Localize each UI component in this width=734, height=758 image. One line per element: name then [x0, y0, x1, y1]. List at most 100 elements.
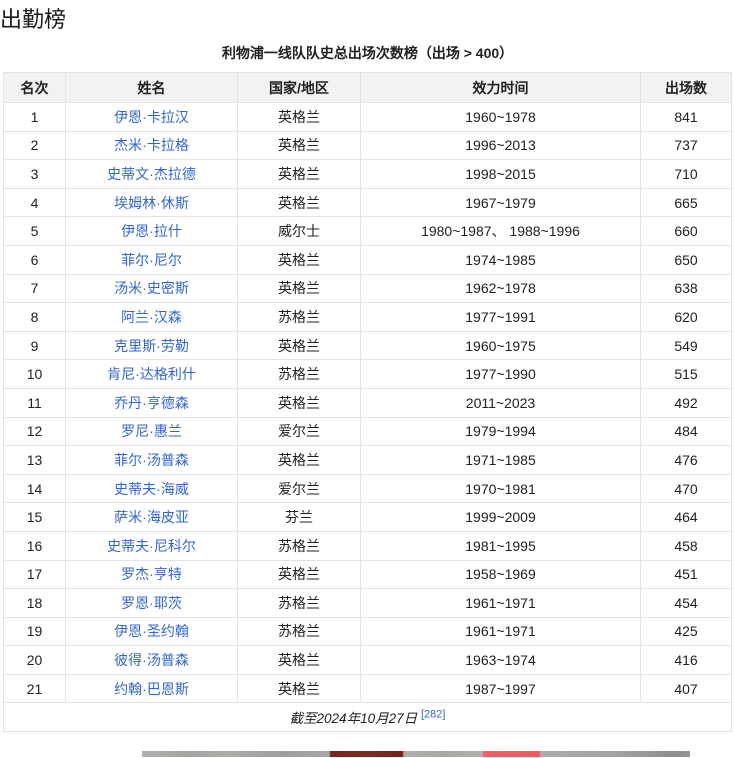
- country-cell: 爱尔兰: [237, 473, 361, 504]
- player-link[interactable]: 罗杰·亨特: [121, 566, 182, 583]
- citation-link[interactable]: [282]: [421, 708, 446, 721]
- player-link[interactable]: 菲尔·尼尔: [121, 251, 182, 268]
- rank-cell: 3: [3, 159, 66, 189]
- country-cell: 英格兰: [237, 273, 361, 304]
- rank-cell: 6: [3, 244, 66, 275]
- appearances-cell: 737: [640, 130, 732, 161]
- article-section: 出勤榜 利物浦一线队队史总出场次数榜（出场 > 400） 名次 姓名 国家/地区 效力…: [0, 6, 734, 758]
- player-link[interactable]: 埃姆林·休斯: [114, 194, 189, 211]
- player-name-cell: 乔丹·亨德森: [65, 387, 238, 418]
- period-cell: 1967~1979: [360, 187, 641, 218]
- player-link[interactable]: 克里斯·劳勒: [114, 337, 189, 354]
- period-cell: 1974~1985: [360, 244, 641, 275]
- rank-cell: 17: [3, 559, 66, 590]
- table-caption: 利物浦一线队队史总出场次数榜（出场 > 400）: [221, 45, 514, 61]
- player-link[interactable]: 乔丹·亨德森: [114, 394, 189, 411]
- period-cell: 1961~1971: [360, 588, 641, 618]
- player-name-cell: 萨米·海皮亚: [65, 502, 238, 532]
- period-cell: 1958~1969: [360, 559, 641, 590]
- table-footnote-row: 截至2024年10月27日 [282]: [3, 702, 732, 733]
- player-link[interactable]: 罗恩·耶茨: [121, 594, 182, 611]
- player-link[interactable]: 约翰·巴恩斯: [114, 680, 189, 697]
- rank-cell: 7: [3, 273, 66, 304]
- appearances-cell: 454: [640, 588, 732, 618]
- player-name-cell: 伊恩·卡拉汉: [65, 102, 238, 132]
- player-link[interactable]: 菲尔·汤普森: [114, 451, 189, 468]
- player-link[interactable]: 杰米·卡拉格: [114, 137, 189, 154]
- table-row: 18 罗恩·耶茨 苏格兰 1961~1971 454: [3, 588, 732, 618]
- rank-cell: 5: [3, 216, 66, 246]
- country-cell: 爱尔兰: [237, 416, 361, 447]
- player-name-cell: 史蒂文·杰拉德: [65, 159, 238, 189]
- player-link[interactable]: 罗尼·惠兰: [121, 423, 182, 440]
- table-row: 21 约翰·巴恩斯 英格兰 1987~1997 407: [3, 673, 732, 704]
- appearances-cell: 515: [640, 359, 732, 389]
- country-cell: 苏格兰: [237, 588, 361, 618]
- country-cell: 英格兰: [237, 559, 361, 590]
- appearances-cell: 407: [640, 673, 732, 704]
- table-row: 17 罗杰·亨特 英格兰 1958~1969 451: [3, 559, 732, 590]
- appearances-cell: 470: [640, 473, 732, 504]
- player-link[interactable]: 伊恩·卡拉汉: [114, 108, 189, 125]
- country-cell: 英格兰: [237, 102, 361, 132]
- appearances-cell: 650: [640, 244, 732, 275]
- country-cell: 英格兰: [237, 645, 361, 675]
- period-cell: 2011~2023: [360, 387, 641, 418]
- appearances-cell: 464: [640, 502, 732, 532]
- appearances-cell: 841: [640, 102, 732, 132]
- player-name-cell: 杰米·卡拉格: [65, 130, 238, 161]
- section-heading: 出勤榜: [0, 7, 67, 32]
- appearances-cell: 458: [640, 530, 732, 561]
- country-cell: 英格兰: [237, 159, 361, 189]
- period-cell: 1980~1987、 1988~1996: [360, 216, 641, 246]
- player-link[interactable]: 萨米·海皮亚: [114, 509, 189, 526]
- country-cell: 英格兰: [237, 387, 361, 418]
- period-cell: 1979~1994: [360, 416, 641, 447]
- player-name-cell: 彼得·汤普森: [65, 645, 238, 675]
- table-row: 19 伊恩·圣约翰 苏格兰 1961~1971 425: [3, 616, 732, 647]
- table-row: 5 伊恩·拉什 威尔士 1980~1987、 1988~1996 660: [3, 216, 732, 246]
- player-link[interactable]: 史蒂夫·尼科尔: [107, 537, 196, 554]
- rank-cell: 18: [3, 588, 66, 618]
- table-row: 15 萨米·海皮亚 芬兰 1999~2009 464: [3, 502, 732, 532]
- period-cell: 1977~1991: [360, 302, 641, 332]
- appearances-cell: 660: [640, 216, 732, 246]
- player-name-cell: 伊恩·圣约翰: [65, 616, 238, 647]
- player-name-cell: 克里斯·劳勒: [65, 330, 238, 361]
- table-footnote-cell: 截至2024年10月27日 [282]: [3, 702, 732, 733]
- table-row: 11 乔丹·亨德森 英格兰 2011~2023 492: [3, 387, 732, 418]
- player-link[interactable]: 伊恩·拉什: [121, 223, 182, 240]
- table-row: 12 罗尼·惠兰 爱尔兰 1979~1994 484: [3, 416, 732, 447]
- player-link[interactable]: 肯尼·达格利什: [107, 366, 196, 383]
- country-cell: 苏格兰: [237, 302, 361, 332]
- rank-cell: 20: [3, 645, 66, 675]
- table-row: 14 史蒂夫·海威 爱尔兰 1970~1981 470: [3, 473, 732, 504]
- period-cell: 1996~2013: [360, 130, 641, 161]
- player-name-cell: 约翰·巴恩斯: [65, 673, 238, 704]
- player-link[interactable]: 史蒂文·杰拉德: [107, 165, 196, 182]
- player-link[interactable]: 彼得·汤普森: [114, 652, 189, 669]
- appearances-cell: 484: [640, 416, 732, 447]
- player-link[interactable]: 伊恩·圣约翰: [114, 623, 189, 640]
- table-header-row: 名次 姓名 国家/地区 效力时间 出场数: [3, 72, 732, 103]
- table-row: 1 伊恩·卡拉汉 英格兰 1960~1978 841: [3, 102, 732, 132]
- player-link[interactable]: 阿兰·汉森: [121, 308, 182, 325]
- table-row: 8 阿兰·汉森 苏格兰 1977~1991 620: [3, 302, 732, 332]
- table-row: 2 杰米·卡拉格 英格兰 1996~2013 737: [3, 130, 732, 161]
- appearances-cell: 451: [640, 559, 732, 590]
- player-link[interactable]: 汤米·史密斯: [114, 280, 189, 297]
- country-cell: 苏格兰: [237, 616, 361, 647]
- rank-cell: 8: [3, 302, 66, 332]
- player-link[interactable]: 史蒂夫·海威: [114, 480, 189, 497]
- appearances-cell: 425: [640, 616, 732, 647]
- rank-cell: 21: [3, 673, 66, 704]
- country-cell: 英格兰: [237, 330, 361, 361]
- appearances-cell: 492: [640, 387, 732, 418]
- appearances-cell: 476: [640, 445, 732, 475]
- period-cell: 1963~1974: [360, 645, 641, 675]
- rank-cell: 2: [3, 130, 66, 161]
- appearances-cell: 549: [640, 330, 732, 361]
- player-name-cell: 肯尼·达格利什: [65, 359, 238, 389]
- player-name-cell: 罗杰·亨特: [65, 559, 238, 590]
- player-name-cell: 伊恩·拉什: [65, 216, 238, 246]
